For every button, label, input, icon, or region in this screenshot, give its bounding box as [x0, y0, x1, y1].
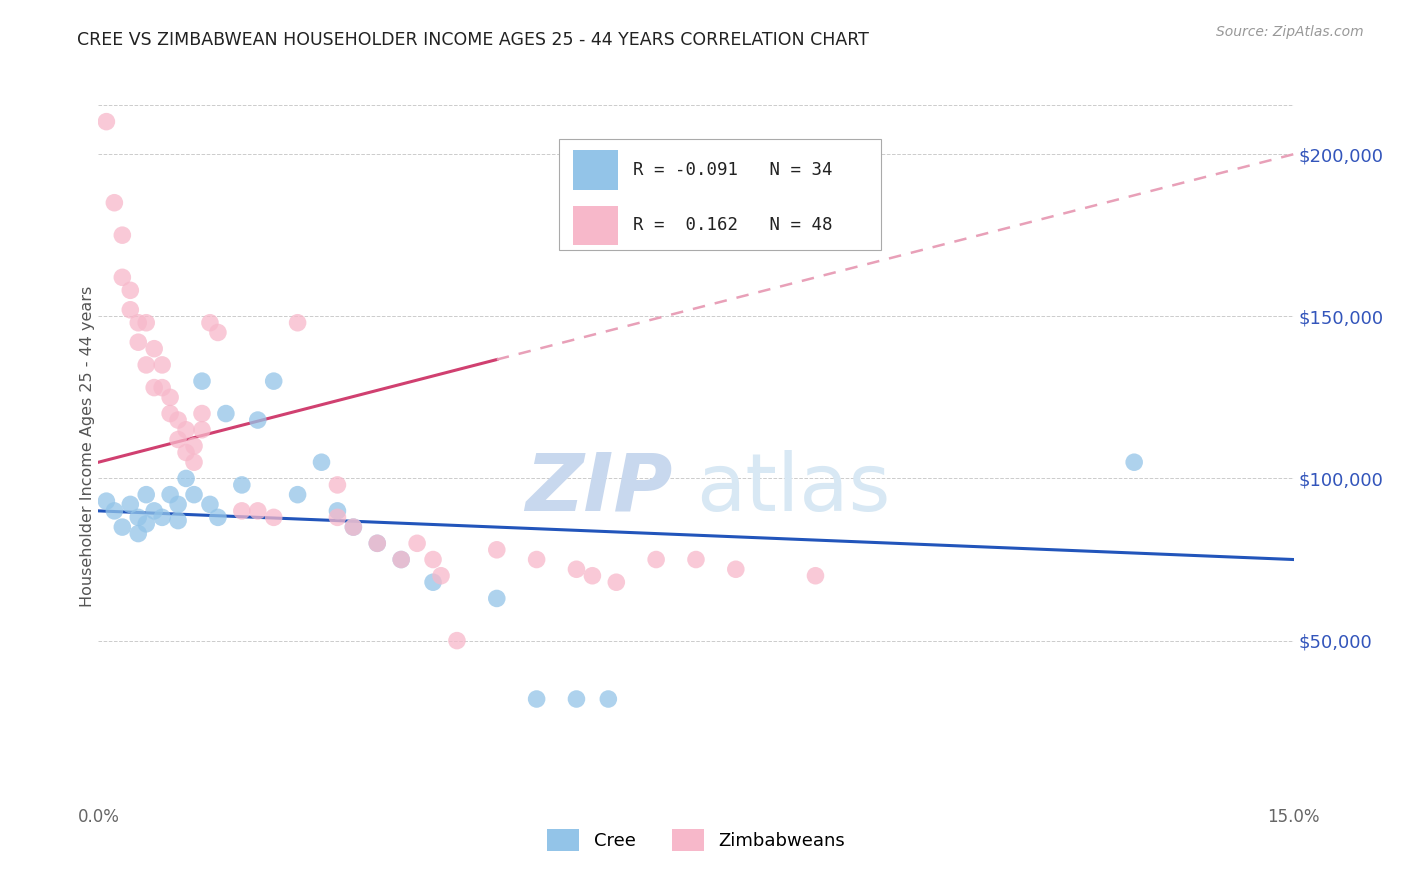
Text: CREE VS ZIMBABWEAN HOUSEHOLDER INCOME AGES 25 - 44 YEARS CORRELATION CHART: CREE VS ZIMBABWEAN HOUSEHOLDER INCOME AG… — [77, 31, 869, 49]
Point — [135, 316, 157, 330]
Point — [120, 497, 142, 511]
Point — [389, 552, 412, 566]
Point — [127, 510, 149, 524]
Point — [311, 455, 333, 469]
Point — [135, 488, 157, 502]
Point — [159, 390, 181, 404]
Point — [167, 413, 190, 427]
Point — [103, 504, 125, 518]
Point — [366, 536, 388, 550]
Point — [342, 520, 364, 534]
Point — [430, 568, 453, 582]
Point — [150, 510, 173, 524]
Text: atlas: atlas — [696, 450, 890, 528]
Point — [167, 497, 190, 511]
FancyBboxPatch shape — [558, 139, 882, 250]
Point — [263, 374, 285, 388]
Point — [342, 520, 364, 534]
Point — [159, 407, 181, 421]
Point — [406, 536, 429, 550]
Point — [135, 516, 157, 531]
Point — [526, 692, 548, 706]
Point — [159, 488, 181, 502]
Point — [143, 504, 166, 518]
Text: R =  0.162   N = 48: R = 0.162 N = 48 — [633, 217, 832, 235]
Point — [326, 504, 349, 518]
Point — [1123, 455, 1146, 469]
Point — [143, 381, 166, 395]
Point — [485, 542, 508, 557]
Point — [191, 423, 214, 437]
Point — [111, 228, 134, 243]
Bar — [572, 206, 619, 245]
Point — [127, 335, 149, 350]
Point — [191, 374, 214, 388]
Point — [143, 342, 166, 356]
Point — [231, 478, 253, 492]
Text: Source: ZipAtlas.com: Source: ZipAtlas.com — [1216, 25, 1364, 39]
Point — [598, 692, 620, 706]
Point — [685, 552, 707, 566]
Point — [565, 562, 588, 576]
Point — [174, 445, 197, 459]
Point — [422, 552, 444, 566]
Point — [422, 575, 444, 590]
Point — [287, 316, 309, 330]
Point — [96, 494, 118, 508]
Bar — [572, 151, 619, 190]
Point — [207, 326, 229, 340]
Point — [120, 302, 142, 317]
Point — [167, 433, 190, 447]
Point — [326, 478, 349, 492]
Point — [231, 504, 253, 518]
Y-axis label: Householder Income Ages 25 - 44 years: Householder Income Ages 25 - 44 years — [80, 285, 94, 607]
Point — [215, 407, 238, 421]
Point — [191, 407, 214, 421]
Point — [246, 413, 269, 427]
Point — [135, 358, 157, 372]
Point — [485, 591, 508, 606]
Point — [150, 358, 173, 372]
Point — [526, 552, 548, 566]
Point — [581, 568, 603, 582]
Point — [174, 423, 197, 437]
Point — [96, 114, 118, 128]
Point — [207, 510, 229, 524]
Point — [389, 552, 412, 566]
Point — [287, 488, 309, 502]
Point — [366, 536, 388, 550]
Point — [150, 381, 173, 395]
Point — [183, 455, 205, 469]
Point — [605, 575, 627, 590]
Point — [326, 510, 349, 524]
Point — [103, 195, 125, 210]
Legend: Cree, Zimbabweans: Cree, Zimbabweans — [540, 822, 852, 858]
Point — [120, 283, 142, 297]
Point — [183, 439, 205, 453]
Point — [263, 510, 285, 524]
Point — [183, 488, 205, 502]
Point — [127, 316, 149, 330]
Point — [198, 497, 221, 511]
Point — [198, 316, 221, 330]
Point — [645, 552, 668, 566]
Point — [724, 562, 747, 576]
Point — [111, 270, 134, 285]
Point — [167, 514, 190, 528]
Text: ZIP: ZIP — [524, 450, 672, 528]
Point — [127, 526, 149, 541]
Point — [174, 471, 197, 485]
Text: R = -0.091   N = 34: R = -0.091 N = 34 — [633, 161, 832, 179]
Point — [111, 520, 134, 534]
Point — [565, 692, 588, 706]
Point — [446, 633, 468, 648]
Point — [246, 504, 269, 518]
Point — [804, 568, 827, 582]
